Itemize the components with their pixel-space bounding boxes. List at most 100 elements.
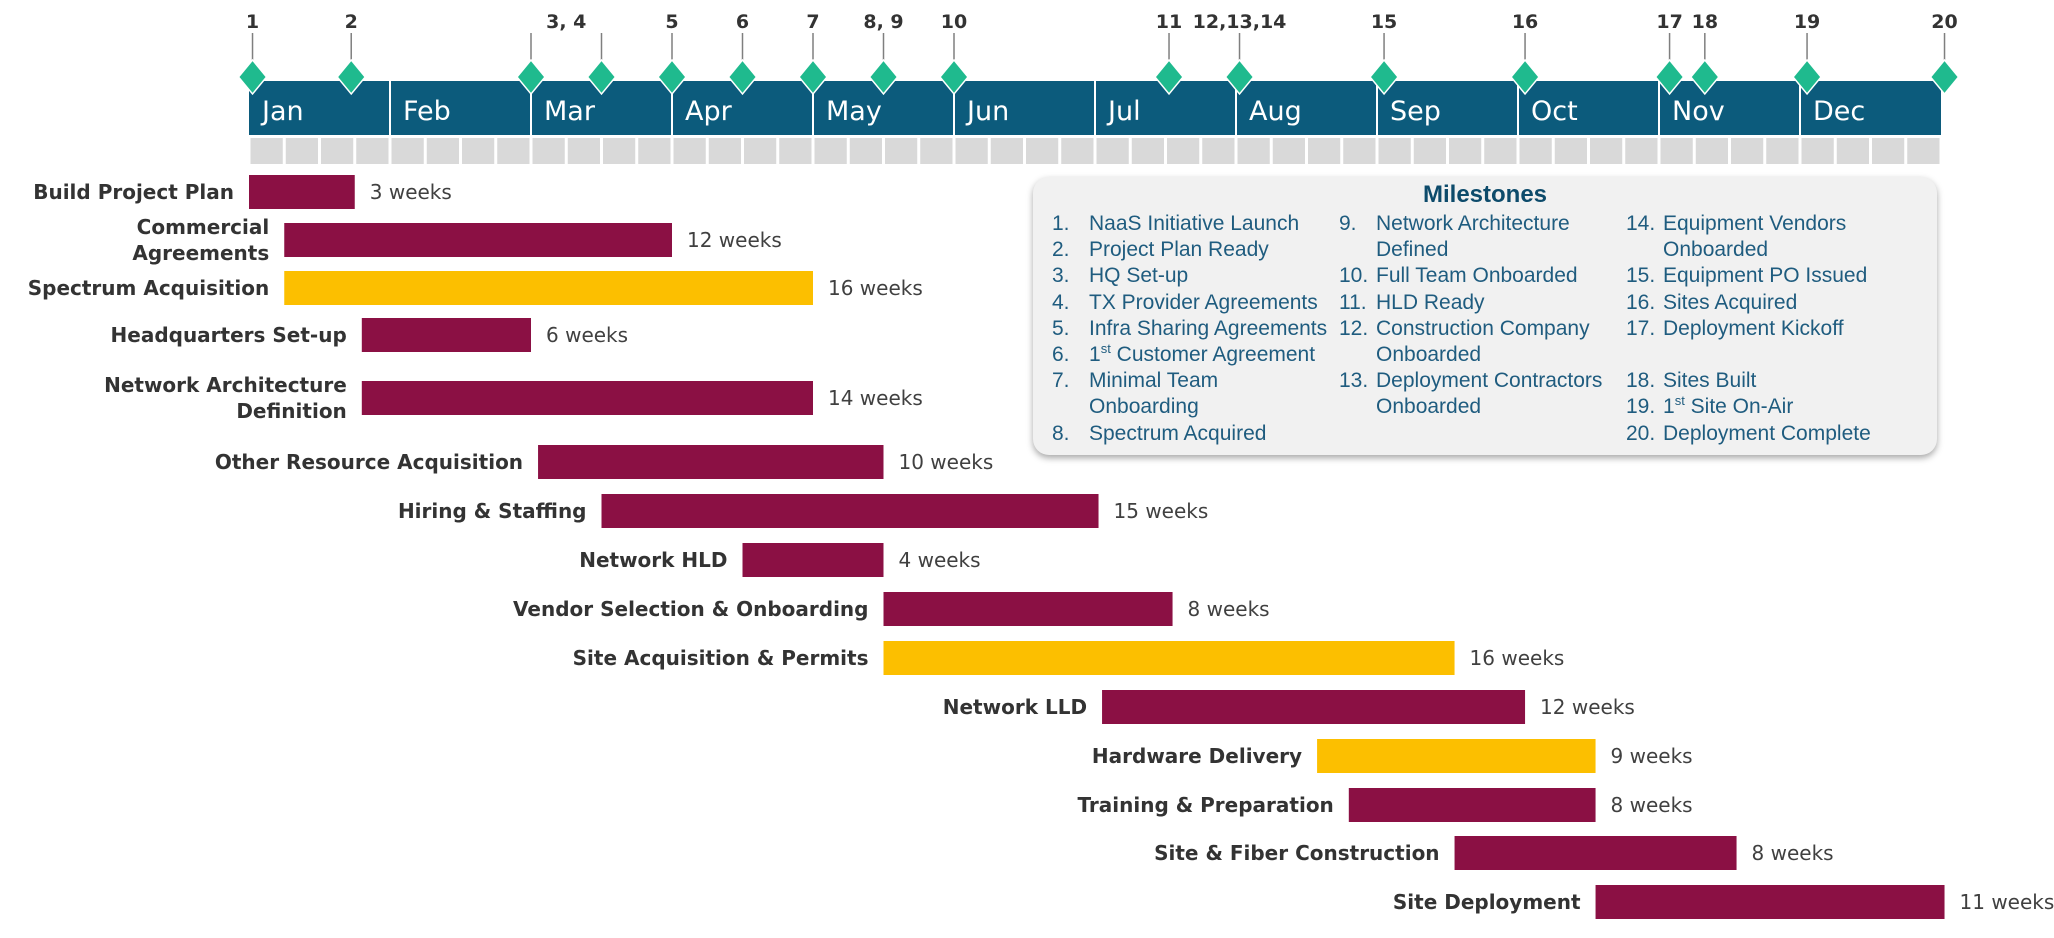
task-bar [883, 592, 1173, 626]
task-duration-label: 16 weeks [1470, 646, 1565, 670]
month-label: Aug [1249, 96, 1302, 127]
task-bar [284, 271, 813, 305]
legend-item-number: 7. [1052, 369, 1070, 393]
task-bar [1317, 739, 1596, 773]
task-name-label: Site Deployment [1393, 890, 1581, 914]
week-cell [1237, 138, 1270, 164]
task-duration-label: 9 weeks [1611, 744, 1693, 768]
week-cell [1519, 138, 1552, 164]
legend-column-3: 14. Equipment Vendors Onboarded 15. Equipmen… [1626, 211, 1926, 447]
legend-item-text: NaaS Initiative Launch [1089, 212, 1300, 235]
legend-item: 12. Construction Company Onboarded [1339, 316, 1629, 368]
legend-item-text: Full Team Onboarded [1376, 264, 1578, 288]
task-row: Site Acquisition & Permits 16 weeks [573, 641, 1565, 675]
task-name-label: Hardware Delivery [1092, 744, 1302, 768]
milestone-diamond [1510, 58, 1541, 96]
task-duration-label: 8 weeks [1188, 597, 1270, 621]
legend-item-number: 17. [1626, 316, 1656, 340]
task-name-label: Training & Preparation [1077, 793, 1333, 817]
milestone-number-label: 10 [941, 11, 967, 33]
task-duration-label: 14 weeks [828, 386, 923, 410]
month-label: Feb [403, 96, 451, 127]
legend-item-number: 16. [1626, 290, 1656, 314]
legend-item-text: Minimal Team Onboarding [1089, 369, 1219, 419]
month-label: Oct [1531, 96, 1578, 127]
milestone-diamond [1154, 58, 1184, 96]
week-cell [391, 138, 424, 164]
milestone-number-label: 2 [345, 11, 358, 33]
week-cell [250, 138, 283, 164]
week-cell [885, 138, 918, 164]
task-duration-label: 10 weeks [899, 450, 994, 474]
task-name-label: Definition [236, 399, 346, 423]
week-cell [1096, 138, 1129, 164]
milestone-markers: 1 2 3, 4 5 6 7 8, 9 10 11 12,13,14 15 16 17 18 19 20 [237, 11, 1960, 96]
legend-item: 11. HLD Ready [1339, 290, 1629, 316]
task-name-label: Other Resource Acquisition [215, 450, 523, 474]
task-name-label: Network HLD [579, 548, 727, 572]
week-cell [1343, 138, 1376, 164]
legend-item: 3. HQ Set-up [1052, 263, 1342, 289]
legend-item-text: Sites Acquired [1663, 290, 1798, 314]
legend-item-text: Deployment Kickoff [1663, 316, 1844, 340]
legend-item-number: 1. [1052, 212, 1070, 235]
week-cell [1590, 138, 1623, 164]
week-cell [638, 138, 671, 164]
week-cell [426, 138, 459, 164]
week-cell [1378, 138, 1411, 164]
legend-item: 2. Project Plan Ready [1052, 237, 1342, 263]
task-row: Network LLD 12 weeks [943, 690, 1635, 724]
task-row: Headquarters Set-up 6 weeks [111, 318, 628, 352]
month-label: Mar [544, 96, 596, 127]
task-duration-label: 12 weeks [687, 228, 782, 252]
week-cell [849, 138, 882, 164]
milestone-diamond [586, 58, 617, 96]
week-cell [1625, 138, 1658, 164]
milestone-number-label: 5 [665, 11, 678, 33]
task-row: Hiring & Staffing 15 weeks [398, 494, 1208, 528]
milestone-diamond [516, 58, 546, 96]
legend-item-number: 14. [1626, 212, 1656, 235]
task-row: Training & Preparation 8 weeks [1077, 788, 1693, 822]
milestone-diamond [1689, 58, 1720, 96]
week-cell [955, 138, 988, 164]
task-duration-label: 3 weeks [370, 180, 452, 204]
legend-item: 9. Network Architecture Defined [1339, 211, 1629, 263]
week-cell [1907, 138, 1940, 164]
task-bar [742, 543, 884, 577]
week-cell [1272, 138, 1305, 164]
task-bar [361, 318, 531, 352]
week-cell [990, 138, 1023, 164]
task-name-label: Commercial [137, 215, 270, 239]
legend-item-text: Deployment Contractors Onboarded [1376, 369, 1603, 419]
task-bar [883, 641, 1455, 675]
task-row: Spectrum Acquisition 16 weeks [28, 271, 923, 305]
week-cell [1061, 138, 1094, 164]
legend-item-text: Equipment Vendors Onboarded [1663, 212, 1847, 262]
milestone-diamond [868, 58, 899, 96]
task-name-label: Network Architecture [104, 373, 347, 397]
task-row: Vendor Selection & Onboarding 8 weeks [513, 592, 1270, 626]
milestones-legend: Milestones 1. NaaS Initiative Launch 2. Pro… [1033, 177, 1937, 455]
task-duration-label: 11 weeks [1960, 890, 2054, 914]
task-bar [1454, 836, 1737, 870]
milestone-diamond [336, 58, 367, 96]
legend-item: 10. Full Team Onboarded [1339, 263, 1629, 289]
legend-item-text: Construction Company Onboarded [1376, 316, 1590, 367]
legend-item-text: Sites Built [1663, 369, 1757, 393]
month-label: Apr [685, 96, 733, 127]
task-name-label: Headquarters Set-up [111, 323, 347, 347]
task-bar [1102, 690, 1526, 724]
month-label: May [826, 96, 882, 127]
task-bar [284, 223, 672, 257]
legend-item-text: Project Plan Ready [1089, 238, 1269, 262]
legend-item: 18. Sites Built [1626, 368, 1926, 394]
legend-item-number: 3. [1052, 264, 1070, 288]
task-duration-label: 8 weeks [1752, 841, 1834, 865]
week-cell [1660, 138, 1693, 164]
task-bar [1595, 885, 1945, 919]
week-cell [462, 138, 495, 164]
legend-item: 6. 1st Customer Agreement [1052, 342, 1342, 368]
